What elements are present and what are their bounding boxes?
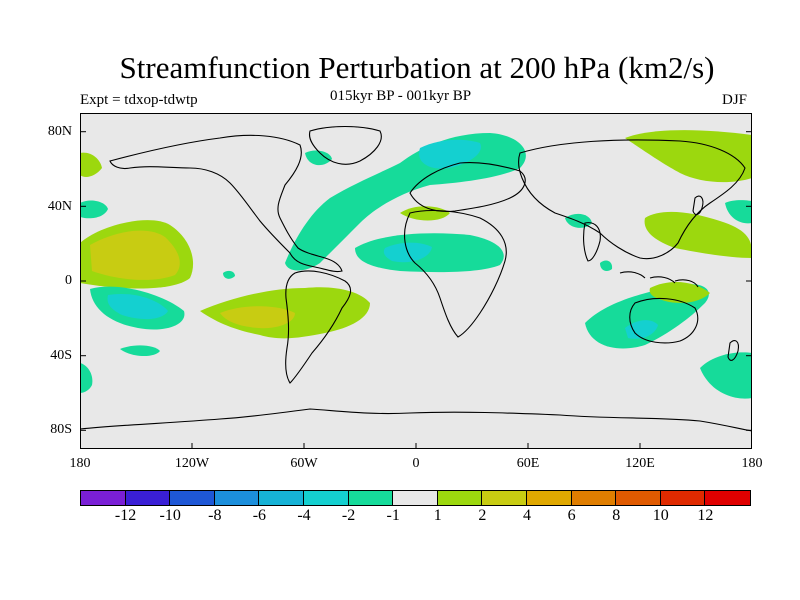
colorbar-box — [81, 491, 126, 505]
contour-fills — [80, 130, 752, 399]
colorbar-label: 2 — [478, 507, 487, 524]
colorbar-label: -12 — [114, 507, 137, 524]
contour-positive-easia — [644, 211, 752, 258]
lat-label-80s: 80S — [50, 422, 72, 437]
lon-label-120e: 120E — [625, 456, 655, 471]
contour-positive-arctic — [625, 130, 752, 183]
contour-negative-greenland — [305, 150, 332, 166]
colorbar-label: 6 — [567, 507, 576, 524]
colorbar-label: -2 — [341, 507, 356, 524]
contour-positive-npac-core — [90, 230, 180, 280]
axis-ticks — [80, 131, 752, 449]
india-coast — [583, 222, 601, 262]
africa-coast — [404, 209, 507, 338]
contour-negative-natl — [285, 133, 526, 271]
colorbar-box — [660, 491, 706, 505]
colorbar-box — [125, 491, 171, 505]
contour-positive-med — [400, 206, 450, 221]
experiment-label: Expt = tdxop-tdwtp — [80, 92, 198, 108]
colorbar-box — [705, 491, 750, 505]
colorbar-label: 12 — [697, 507, 714, 524]
colorbar-label: 4 — [523, 507, 531, 524]
antarctica-coast — [80, 408, 752, 432]
lat-label-40n: 40N — [47, 199, 72, 214]
colorbar-label: 8 — [612, 507, 621, 524]
contour-negative-spac-core — [107, 293, 168, 320]
colorbar-box — [616, 491, 661, 505]
colorbar-box — [393, 491, 438, 505]
coastlines — [80, 126, 752, 432]
contour-negative-small — [120, 345, 160, 357]
contour-negative-seasia — [600, 260, 613, 271]
colorbar-label: 1 — [433, 507, 442, 524]
asia-coast — [518, 139, 746, 260]
colorbar-box — [214, 491, 260, 505]
colorbar-label: -10 — [159, 507, 181, 524]
period-label: 015kyr BP - 001kyr BP — [330, 88, 472, 104]
colorbar-label: 10 — [652, 507, 669, 524]
contour-negative-tiny — [223, 270, 235, 279]
lon-label-180e: 180 — [741, 456, 763, 471]
contour-negative-wpac — [725, 200, 752, 224]
lon-label-0: 0 — [412, 456, 420, 471]
contour-negative-australia-core — [625, 320, 658, 339]
lon-label-180w: 180 — [69, 456, 91, 471]
contour-positive-indonesia — [649, 281, 710, 303]
colorbar-box — [482, 491, 527, 505]
lon-label-60w: 60W — [290, 456, 318, 471]
lon-label-120w: 120W — [174, 456, 210, 471]
contour-negative-europe-core — [419, 139, 481, 169]
contour-positive-nwpac — [80, 152, 102, 177]
lat-label-40s: 40S — [50, 348, 72, 363]
contour-negative-midpac — [80, 200, 108, 219]
contour-negative-spac-east — [700, 352, 752, 399]
new-zealand-coast — [727, 340, 739, 361]
season-label: DJF — [722, 92, 748, 108]
colorbar-box — [526, 491, 572, 505]
colorbar-box — [259, 491, 304, 505]
colorbar-box — [170, 491, 215, 505]
lon-label-60e: 60E — [516, 456, 540, 471]
colorbar-box — [303, 491, 349, 505]
north-america-coast — [109, 134, 343, 273]
greenland-coast — [308, 126, 382, 165]
colorbar-label: -6 — [252, 507, 267, 524]
colorbar-box — [571, 491, 617, 505]
colorbar — [80, 490, 751, 506]
contour-negative-west-edge — [80, 363, 93, 393]
map-plot — [80, 113, 752, 449]
contour-positive-samer-core — [220, 306, 295, 329]
australia-coast — [629, 297, 699, 344]
plot-title: Streamfunction Perturbation at 200 hPa (… — [119, 50, 715, 85]
indonesia-coast — [619, 271, 699, 288]
colorbar-box — [348, 491, 394, 505]
colorbar-label: -8 — [208, 507, 222, 524]
south-america-coast — [285, 270, 352, 384]
lat-label-eq: 0 — [65, 273, 72, 288]
lat-label-80n: 80N — [47, 124, 72, 139]
japan-coast — [692, 195, 704, 216]
colorbar-label: -1 — [386, 507, 400, 524]
colorbar-label: -4 — [297, 507, 311, 524]
colorbar-box — [437, 491, 483, 505]
